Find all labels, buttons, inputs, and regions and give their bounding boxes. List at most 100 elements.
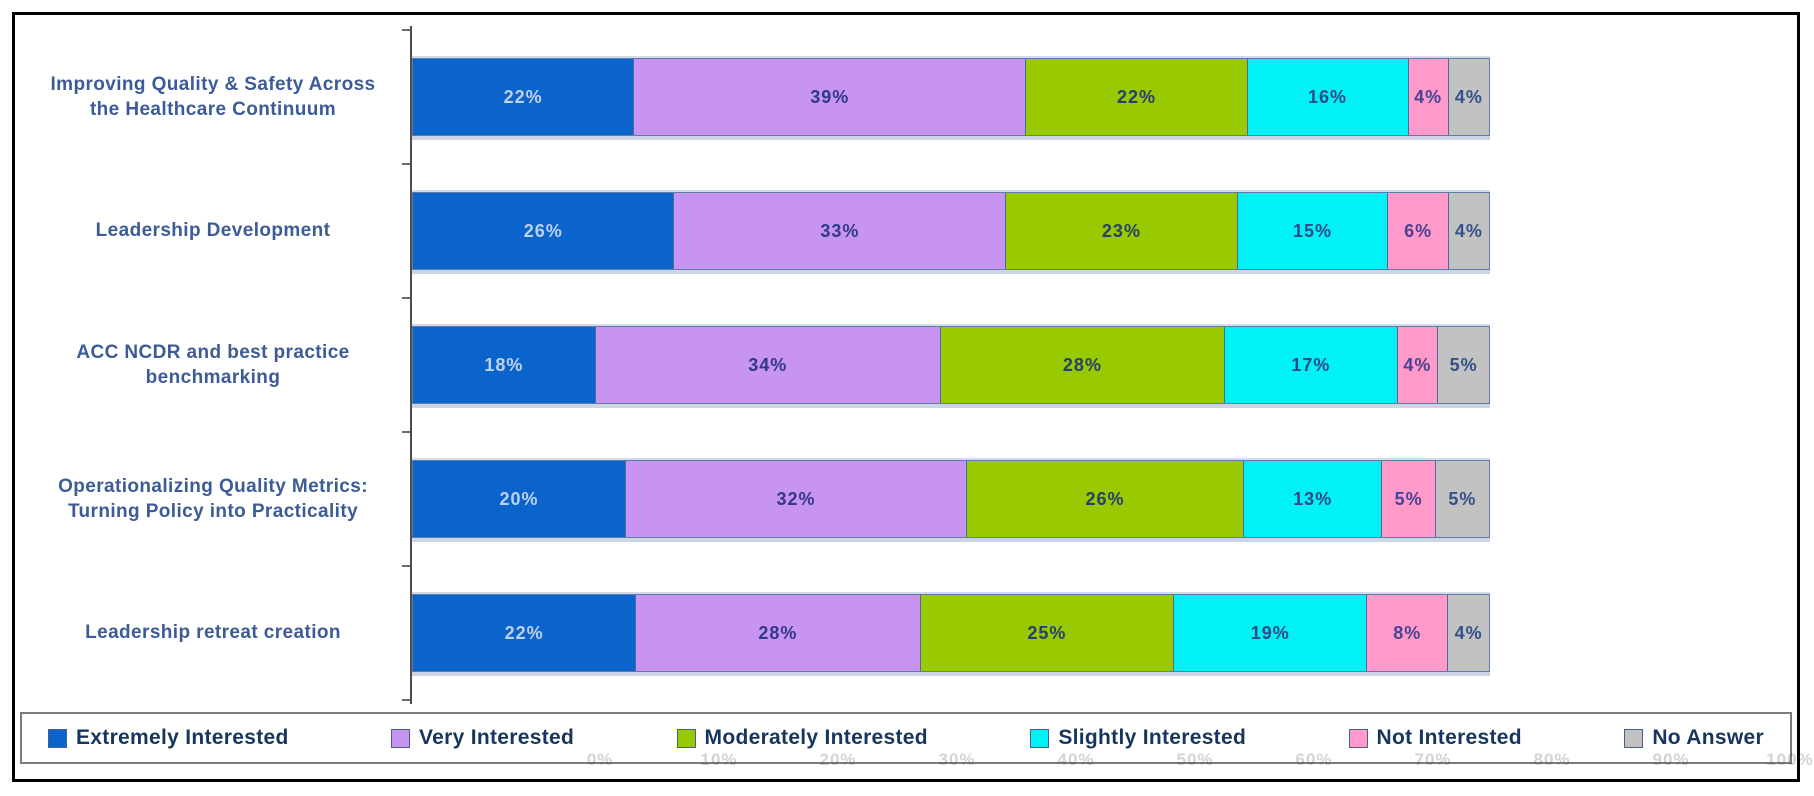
stacked-bar: 22% 39% 22% 16% 4% 4% <box>412 58 1490 136</box>
bar-segment-slightly-interested: 19% <box>1174 595 1368 671</box>
legend-item-no-answer: No Answer <box>1624 726 1764 750</box>
bar-segment-extremely-interested: 20% <box>413 461 627 537</box>
bar-segment-very-interested: 32% <box>626 461 967 537</box>
segment-value-label: 33% <box>820 220 860 241</box>
segment-value-label: 5% <box>1448 488 1477 509</box>
legend: Extremely Interested Very Interested Moder… <box>20 712 1792 764</box>
legend-item-slightly-interested: Slightly Interested <box>1030 726 1246 750</box>
segment-value-label: 4% <box>1454 622 1483 643</box>
segment-value-label: 19% <box>1250 622 1290 643</box>
value-axis-tick-label: 30% <box>938 750 976 769</box>
bar-segment-slightly-interested: 16% <box>1247 59 1409 135</box>
segment-value-label: 16% <box>1308 86 1348 107</box>
segment-value-label: 4% <box>1454 86 1483 107</box>
bar-segment-no-answer: 5% <box>1438 327 1489 403</box>
legend-item-very-interested: Very Interested <box>391 726 574 750</box>
value-axis-tick-label: 0% <box>586 750 614 769</box>
segment-value-label: 39% <box>810 86 850 107</box>
legend-label: Moderately Interested <box>704 726 928 749</box>
segment-value-label: 34% <box>748 354 788 375</box>
bar-segment-no-answer: 5% <box>1435 461 1489 537</box>
bar-segment-not-interested: 4% <box>1408 59 1449 135</box>
segment-value-label: 26% <box>523 220 563 241</box>
legend-item-extremely-interested: Extremely Interested <box>48 726 289 750</box>
category-label-text: Operationalizing Quality Metrics: Turnin… <box>58 475 368 522</box>
bar-segment-slightly-interested: 15% <box>1237 193 1389 269</box>
bar-segment-moderately-interested: 26% <box>966 461 1244 537</box>
stacked-bar: 26% 33% 23% 15% 6% 4% <box>412 192 1490 270</box>
axis-tick-mark <box>402 699 410 701</box>
category-label-text: ACC NCDR and best practice benchmarking <box>76 341 350 388</box>
segment-value-label: 18% <box>484 354 524 375</box>
bar-segment-extremely-interested: 18% <box>413 327 596 403</box>
legend-label: Very Interested <box>419 726 575 749</box>
legend-label: Extremely Interested <box>76 726 289 749</box>
legend-label: Not Interested <box>1376 726 1522 749</box>
legend-swatch-icon <box>676 728 696 748</box>
stacked-bar: 18% 34% 28% 17% 4% 5% <box>412 326 1490 404</box>
segment-value-label: 22% <box>504 622 544 643</box>
bar-segment-very-interested: 39% <box>634 59 1027 135</box>
category-label: Improving Quality & Safety Across the He… <box>22 30 404 164</box>
bar-segment-very-interested: 33% <box>674 193 1007 269</box>
bar-segment-very-interested: 28% <box>636 595 921 671</box>
segment-value-label: 22% <box>1116 86 1157 107</box>
axis-tick-mark <box>402 431 410 433</box>
value-axis-tick-label: 50% <box>1176 750 1214 769</box>
segment-value-label: 28% <box>758 622 798 643</box>
value-axis-tick-label: 90% <box>1652 750 1690 769</box>
stacked-bar: 20% 32% 26% 13% 5% 5% <box>412 460 1490 538</box>
segment-value-label: 28% <box>1062 354 1102 375</box>
segment-value-label: 26% <box>1085 488 1125 509</box>
bar-segment-not-interested: 6% <box>1388 193 1449 269</box>
value-axis-tick-label: 60% <box>1295 750 1333 769</box>
axis-tick-mark <box>402 565 410 567</box>
legend-swatch-icon <box>391 728 411 748</box>
category-label: Leadership Development <box>22 164 404 298</box>
segment-value-label: 6% <box>1404 220 1433 241</box>
segment-value-label: 17% <box>1291 354 1331 375</box>
legend-swatch-icon <box>48 728 67 748</box>
legend-swatch-icon <box>1030 728 1050 748</box>
segment-value-label: 4% <box>1454 220 1483 241</box>
category-axis-line <box>410 26 412 704</box>
category-label-text: Leadership Development <box>95 220 331 242</box>
bar-segment-extremely-interested: 22% <box>413 595 637 671</box>
segment-value-label: 13% <box>1293 488 1333 509</box>
segment-value-label: 4% <box>1414 86 1443 107</box>
segment-value-label: 23% <box>1101 220 1141 241</box>
legend-swatch-icon <box>1348 728 1368 748</box>
category-label: ACC NCDR and best practice benchmarking <box>22 298 404 432</box>
segment-value-label: 32% <box>776 488 816 509</box>
value-axis-tick-label: 10% <box>700 750 738 769</box>
legend-item-not-interested: Not Interested <box>1348 726 1522 750</box>
category-label-text: Leadership retreat creation <box>85 622 341 644</box>
legend-item-moderately-interested: Moderately Interested <box>676 726 928 750</box>
category-label: Operationalizing Quality Metrics: Turnin… <box>22 432 404 566</box>
bar-segment-moderately-interested: 22% <box>1026 59 1248 135</box>
bar-segment-not-interested: 5% <box>1382 461 1436 537</box>
bar-segment-moderately-interested: 23% <box>1006 193 1238 269</box>
segment-value-label: 5% <box>1449 354 1478 375</box>
legend-swatch-icon <box>1624 728 1644 748</box>
axis-tick-mark <box>402 163 410 165</box>
bar-segment-no-answer: 4% <box>1448 595 1489 671</box>
plot-area: 22% 39% 22% 16% 4% 4% 26% 33% 23% 15% 6% 4% 18% 34% 28… <box>412 30 1490 700</box>
bar-segment-not-interested: 4% <box>1397 327 1439 403</box>
bar-segment-extremely-interested: 26% <box>413 193 675 269</box>
segment-value-label: 5% <box>1394 488 1423 509</box>
segment-value-label: 15% <box>1292 220 1332 241</box>
value-axis-tick-label: 40% <box>1057 750 1095 769</box>
bar-segment-slightly-interested: 17% <box>1225 327 1398 403</box>
legend-label: Slightly Interested <box>1058 726 1247 749</box>
category-label: Leadership retreat creation <box>22 566 404 700</box>
bar-segment-no-answer: 4% <box>1448 59 1489 135</box>
value-axis-tick-label: 80% <box>1533 750 1571 769</box>
segment-value-label: 22% <box>503 86 543 107</box>
bar-segment-no-answer: 4% <box>1448 193 1489 269</box>
category-label-text: Improving Quality & Safety Across the He… <box>50 73 376 120</box>
segment-value-label: 20% <box>499 488 539 509</box>
value-axis-tick-label: 20% <box>819 750 857 769</box>
axis-tick-mark <box>402 297 410 299</box>
